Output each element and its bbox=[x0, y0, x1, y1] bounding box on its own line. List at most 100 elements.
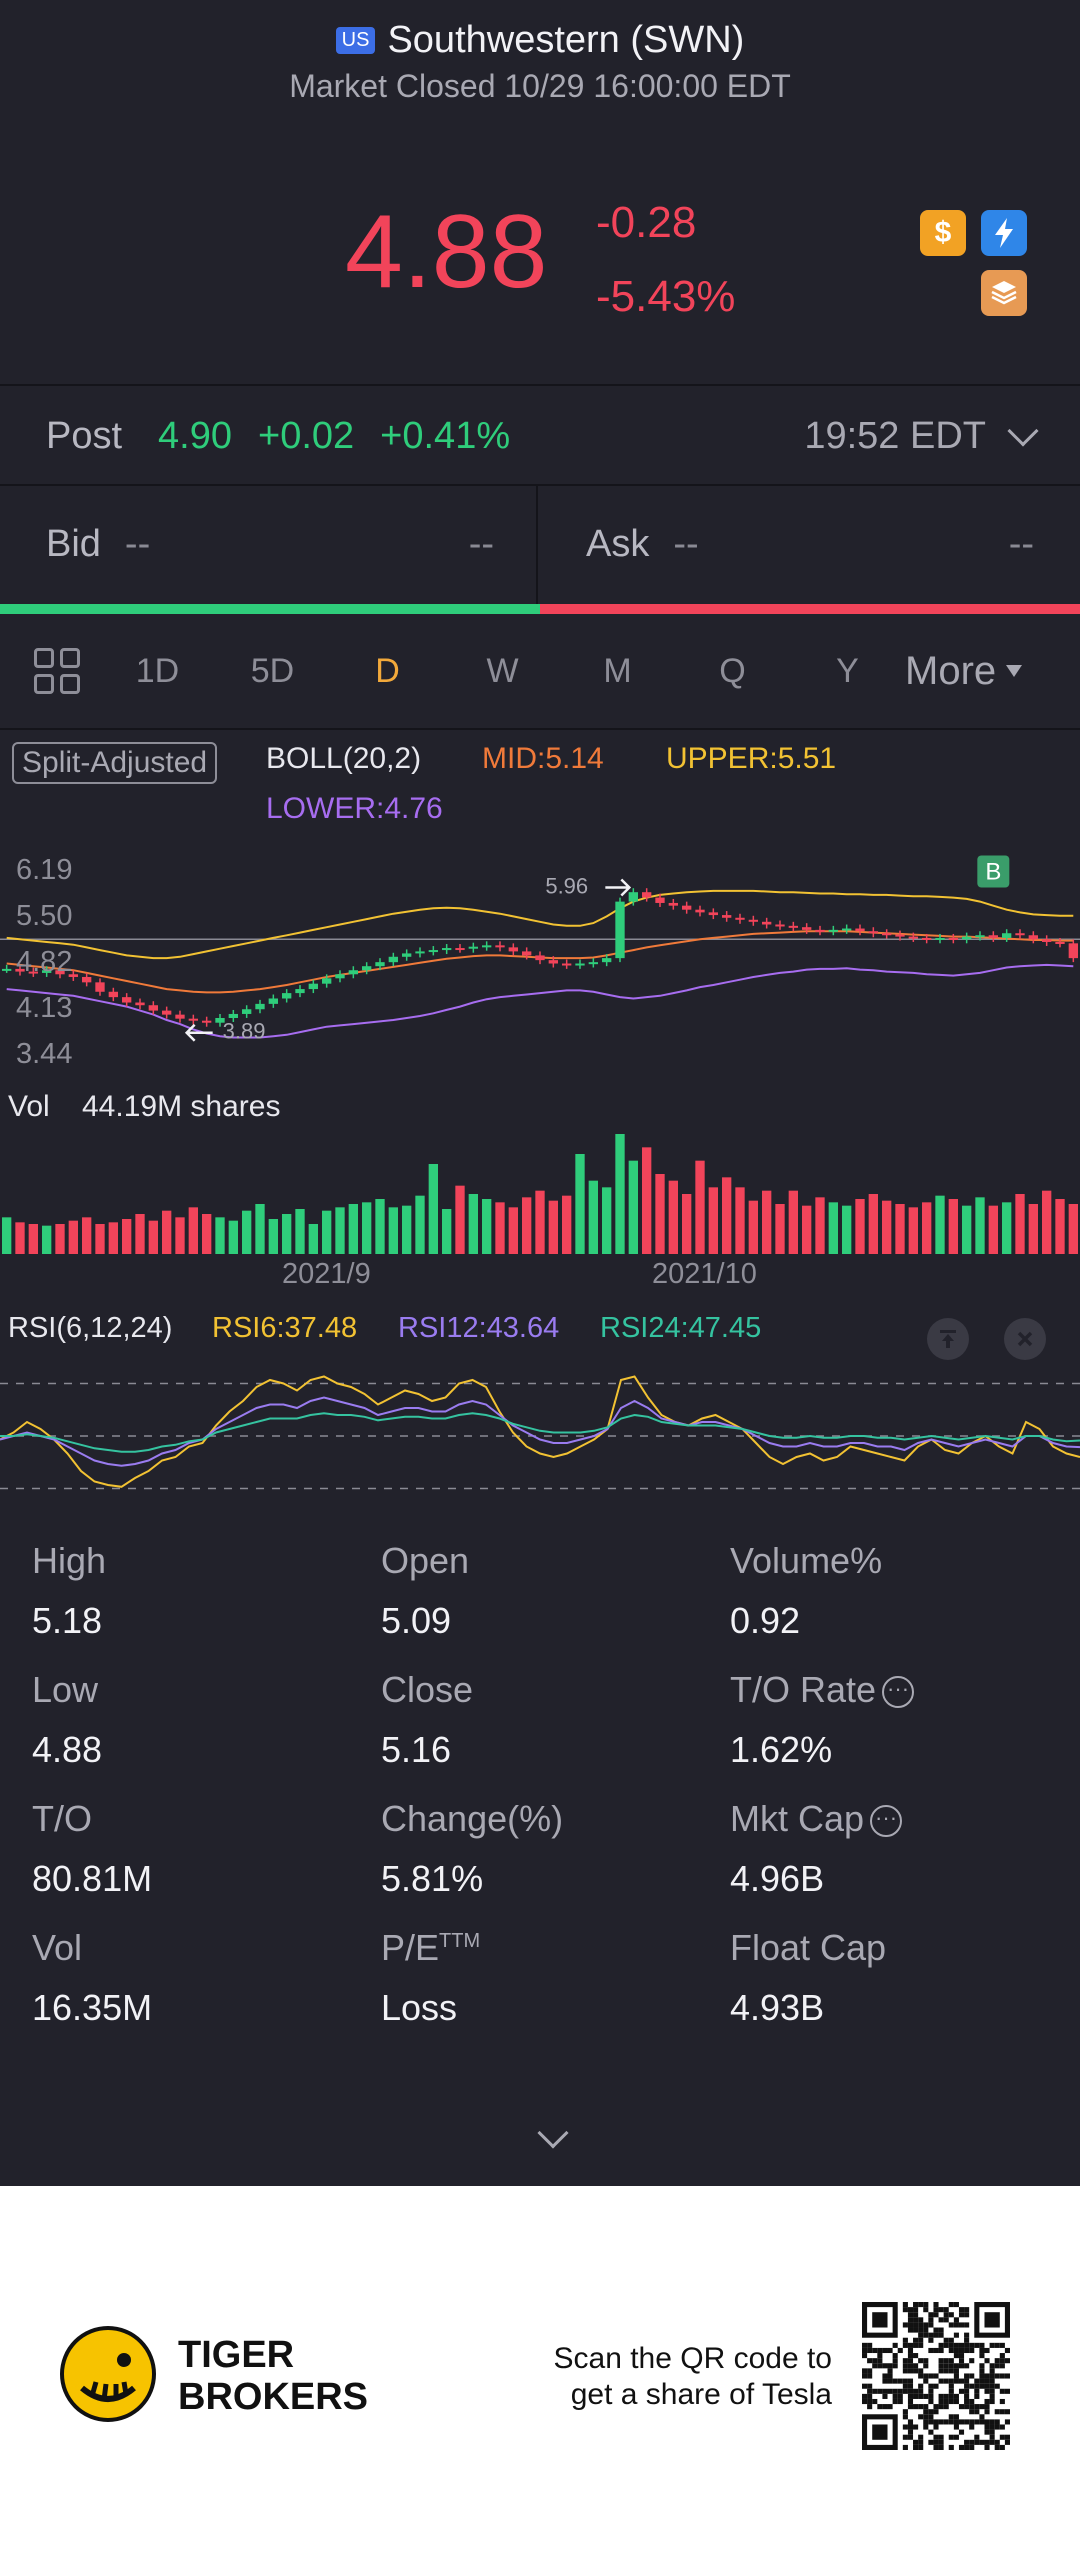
tab-y[interactable]: Y bbox=[836, 651, 859, 690]
rsi-line bbox=[0, 1412, 1080, 1453]
stat-value: 5.81% bbox=[381, 1858, 484, 1899]
stat-label-pe: P/ETTM bbox=[381, 1927, 480, 1969]
post-market-row[interactable]: Post 4.90 +0.02 +0.41% 19:52 EDT bbox=[0, 388, 1080, 484]
tab-q[interactable]: Q bbox=[719, 651, 746, 690]
candle bbox=[415, 951, 425, 954]
qr-module bbox=[902, 2444, 908, 2450]
qr-module bbox=[913, 2393, 919, 2399]
volume-bar bbox=[988, 1205, 998, 1254]
qr-module bbox=[913, 2363, 919, 2369]
dollar-icon[interactable]: $ bbox=[920, 210, 966, 256]
arrow-right-icon bbox=[605, 878, 632, 897]
qr-module bbox=[969, 2409, 975, 2415]
qr-module bbox=[933, 2307, 939, 2313]
last-price: 4.88 bbox=[345, 194, 548, 310]
qr-module bbox=[943, 2404, 949, 2410]
ask-size: -- bbox=[1008, 522, 1034, 565]
volume-bar bbox=[495, 1202, 505, 1254]
tab-more[interactable]: More bbox=[905, 649, 1023, 694]
qr-module bbox=[984, 2429, 990, 2435]
qr-module bbox=[964, 2439, 970, 2445]
flash-icon[interactable] bbox=[981, 210, 1027, 256]
qr-module bbox=[907, 2368, 914, 2374]
qr-module bbox=[958, 2419, 965, 2425]
tab-w[interactable]: W bbox=[486, 651, 519, 690]
expand-chevron-icon[interactable] bbox=[537, 2117, 569, 2149]
qr-module bbox=[999, 2388, 1005, 2394]
qr-module bbox=[872, 2388, 878, 2394]
volume-bar bbox=[895, 1204, 905, 1254]
split-adjusted-toggle[interactable]: Split-Adjusted bbox=[12, 742, 218, 784]
qr-module bbox=[994, 2342, 1000, 2348]
info-icon[interactable]: ··· bbox=[870, 1805, 903, 1838]
qr-module bbox=[938, 2347, 944, 2354]
y-tick-label: 4.82 bbox=[16, 946, 73, 978]
rsi-chart[interactable] bbox=[0, 1356, 1080, 1516]
qr-module bbox=[892, 2388, 898, 2394]
tab-m[interactable]: M bbox=[603, 651, 632, 690]
y-tick-label: 6.19 bbox=[16, 854, 73, 886]
qr-module bbox=[882, 2373, 888, 2379]
volume-chart[interactable] bbox=[0, 1130, 1080, 1254]
volume-bar bbox=[68, 1220, 78, 1254]
ask-label: Ask bbox=[586, 522, 650, 565]
qr-module bbox=[902, 2388, 908, 2394]
volume-bar bbox=[415, 1195, 425, 1254]
qr-module bbox=[933, 2302, 939, 2308]
stat-value: 80.81M bbox=[32, 1858, 153, 1899]
qr-module bbox=[958, 2358, 965, 2364]
qr-module bbox=[913, 2307, 919, 2313]
tab-d[interactable]: D bbox=[375, 651, 400, 690]
qr-module bbox=[989, 2373, 995, 2379]
qr-module bbox=[923, 2419, 929, 2425]
qr-module bbox=[964, 2347, 970, 2354]
chevron-down-icon[interactable] bbox=[1007, 415, 1039, 447]
qr-module bbox=[974, 2404, 980, 2410]
stat-value: 1.62% bbox=[730, 1729, 833, 1770]
qr-module bbox=[928, 2337, 934, 2343]
tab-5d[interactable]: 5D bbox=[250, 651, 295, 690]
qr-module bbox=[943, 2312, 949, 2318]
qr-module bbox=[948, 2398, 954, 2405]
tiger-logo-icon bbox=[60, 2326, 156, 2422]
qr-module bbox=[989, 2378, 995, 2384]
qr-module bbox=[933, 2409, 939, 2415]
volume-bar bbox=[362, 1202, 372, 1254]
close-icon[interactable] bbox=[1004, 1318, 1046, 1360]
candlestick-chart[interactable]: 5.96 3.89 B bbox=[0, 840, 1080, 1080]
info-icon[interactable]: ··· bbox=[882, 1676, 915, 1709]
qr-finder bbox=[872, 2424, 888, 2440]
qr-module bbox=[877, 2347, 883, 2354]
qr-module bbox=[867, 2342, 873, 2348]
qr-module bbox=[958, 2312, 965, 2318]
qr-module bbox=[918, 2373, 924, 2379]
grid-icon[interactable] bbox=[34, 648, 80, 694]
candle bbox=[28, 971, 38, 974]
qr-module bbox=[943, 2337, 949, 2343]
volume-bar bbox=[788, 1190, 798, 1254]
volume-bar bbox=[575, 1154, 585, 1254]
candle bbox=[522, 951, 532, 956]
market-status: Market Closed 10/29 16:00:00 EDT bbox=[289, 68, 791, 104]
candle bbox=[455, 948, 465, 951]
qr-module bbox=[984, 2358, 990, 2364]
qr-module bbox=[913, 2368, 919, 2374]
qr-module bbox=[907, 2429, 914, 2435]
tab-1d[interactable]: 1D bbox=[135, 651, 180, 690]
boll-line bbox=[6, 889, 1074, 960]
qr-module bbox=[943, 2393, 949, 2399]
qr-module bbox=[867, 2404, 873, 2410]
qr-module bbox=[943, 2342, 949, 2348]
qr-module bbox=[943, 2307, 949, 2313]
qr-module bbox=[948, 2378, 954, 2384]
qr-module bbox=[948, 2347, 954, 2354]
pin-top-icon[interactable] bbox=[927, 1318, 969, 1360]
qr-module bbox=[974, 2383, 980, 2389]
layers-icon[interactable] bbox=[981, 270, 1027, 316]
volume-bar bbox=[868, 1194, 878, 1254]
volume-bar bbox=[442, 1209, 452, 1254]
qr-module bbox=[969, 2439, 975, 2445]
stat-label: Volume% bbox=[730, 1540, 883, 1581]
candle bbox=[428, 950, 438, 953]
qr-module bbox=[933, 2434, 939, 2440]
